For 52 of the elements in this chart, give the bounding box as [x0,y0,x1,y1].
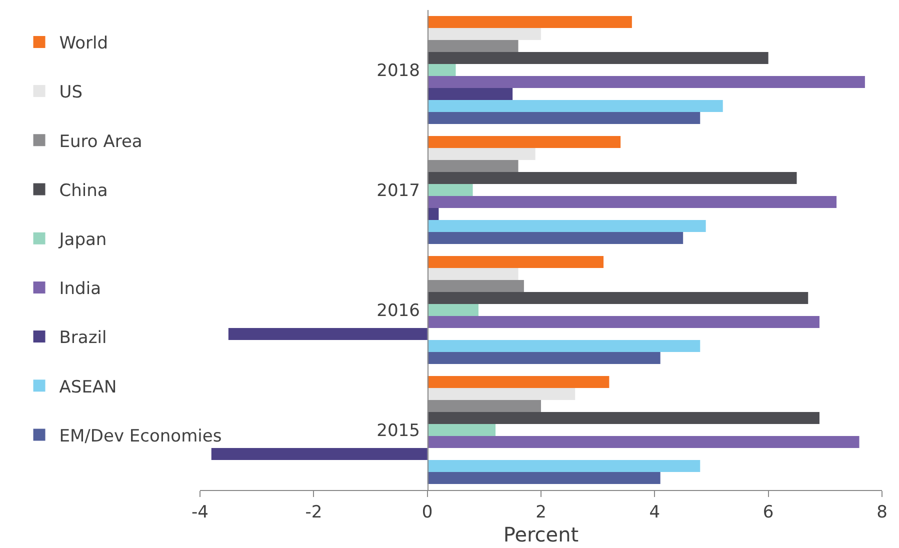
legend-label: US [59,82,83,103]
legend-label: Euro Area [59,132,142,152]
bar [427,136,621,148]
bar [427,352,660,364]
legend-label: Japan [58,230,107,250]
bar [427,16,632,28]
legend-label: EM/Dev Economies [59,426,222,446]
x-tick-label: 6 [762,502,774,522]
legend-label: India [59,279,102,300]
bar [427,184,473,196]
bar [427,88,513,100]
bar [427,76,865,88]
bar [427,472,660,484]
bar [427,64,456,76]
legend-label: World [59,34,108,54]
bar [427,220,706,232]
bar [427,232,684,244]
bar [427,460,700,472]
bar [427,268,518,280]
x-tick-label: -2 [305,502,322,522]
bar [427,100,723,112]
bar [427,412,820,424]
bar [427,316,820,328]
bar [427,52,768,64]
legend-label: Brazil [59,328,107,348]
x-tick-label: -4 [192,502,208,522]
bar [427,256,604,268]
bar [427,28,541,40]
bar [427,148,536,160]
bar [211,448,428,460]
bar [427,304,478,316]
x-axis-title: Percent [503,522,579,546]
y-tick-label: 2015 [376,420,420,441]
bar [427,340,700,352]
x-tick-label: 2 [536,502,546,522]
x-tick-label: 0 [422,502,433,522]
bar [427,112,700,124]
bar [427,388,576,400]
bar [427,292,808,304]
bar [427,436,860,448]
legend-label: China [59,180,108,201]
bar [427,196,837,208]
y-tick-label: 2017 [376,180,420,201]
bar [427,424,496,436]
x-tick-label: 8 [876,502,888,522]
y-tick-label: 2016 [376,300,420,321]
bar [427,376,610,388]
legend-label: ASEAN [59,377,117,398]
y-tick-label: 2018 [376,60,420,81]
x-tick-label: 4 [649,502,660,522]
bar [228,328,428,340]
bar [427,172,797,184]
